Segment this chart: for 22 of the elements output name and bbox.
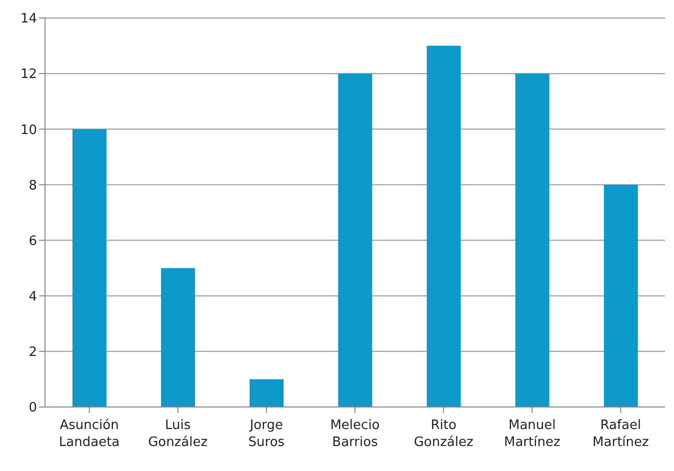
bar — [604, 184, 638, 407]
x-tick-label: Rafael Martínez — [592, 418, 650, 450]
bar — [338, 74, 372, 407]
y-tick-label: 2 — [28, 345, 37, 360]
x-tick-label: Rito González — [414, 418, 474, 450]
bar — [161, 268, 196, 407]
y-tick-label: 14 — [20, 12, 37, 27]
x-tick-label: Melecio Barrios — [330, 418, 380, 450]
x-tick-label: Asunción Landaeta — [58, 418, 120, 450]
bar — [515, 74, 550, 407]
x-tick-label: Luis González — [148, 418, 208, 450]
bar — [72, 129, 106, 407]
x-tick-label: Jorge Suros — [248, 418, 285, 450]
y-tick-label: 0 — [28, 400, 37, 416]
y-tick-label: 4 — [28, 289, 37, 304]
bar — [250, 379, 284, 407]
y-tick-label: 10 — [20, 122, 37, 138]
x-tick-label: Manuel Martínez — [504, 418, 560, 450]
y-tick-label: 6 — [28, 234, 37, 249]
y-tick-label: 8 — [28, 178, 37, 194]
y-tick-label: 12 — [20, 67, 37, 82]
bar — [426, 46, 461, 407]
